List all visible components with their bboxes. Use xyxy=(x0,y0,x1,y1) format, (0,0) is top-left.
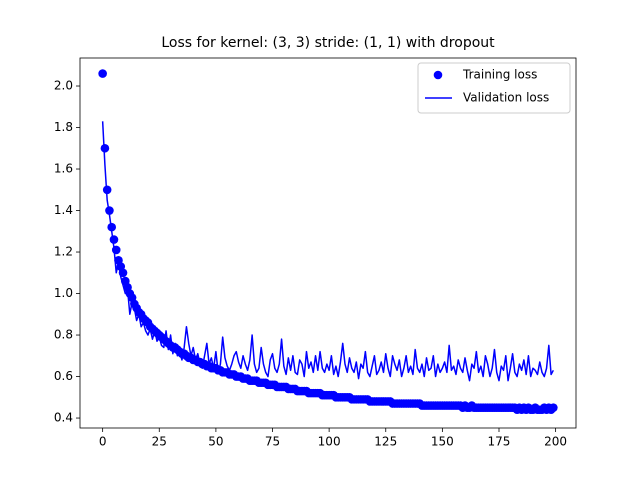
legend-label: Validation loss xyxy=(463,91,549,105)
y-tick-label: 0.8 xyxy=(54,328,73,342)
x-tick-label: 100 xyxy=(318,435,341,449)
legend-box xyxy=(417,62,571,114)
x-tick-label: 0 xyxy=(99,435,107,449)
x-tick-label: 75 xyxy=(265,435,280,449)
y-tick-label: 1.0 xyxy=(54,286,73,300)
y-tick-label: 1.2 xyxy=(54,245,73,259)
y-tick-label: 2.0 xyxy=(54,79,73,93)
plot-area xyxy=(98,69,558,415)
legend-label: Training loss xyxy=(462,68,537,82)
y-tick-label: 0.4 xyxy=(54,411,73,425)
x-tick-label: 150 xyxy=(431,435,454,449)
y-tick-label: 1.8 xyxy=(54,120,73,134)
x-tick-label: 125 xyxy=(374,435,397,449)
y-tick-label: 1.6 xyxy=(54,162,73,176)
training-point xyxy=(98,69,107,78)
y-tick-label: 1.4 xyxy=(54,203,73,217)
x-tick-label: 200 xyxy=(544,435,567,449)
x-tick-label: 50 xyxy=(208,435,223,449)
legend-marker xyxy=(433,70,443,80)
axes-frame xyxy=(79,57,577,429)
x-tick-label: 175 xyxy=(488,435,511,449)
chart-title: Loss for kernel: (3, 3) stride: (1, 1) w… xyxy=(161,35,495,51)
validation-line xyxy=(101,121,555,382)
y-tick-label: 0.6 xyxy=(54,369,73,383)
training-point xyxy=(100,143,110,153)
x-tick-label: 25 xyxy=(152,435,167,449)
training-point xyxy=(549,403,558,412)
